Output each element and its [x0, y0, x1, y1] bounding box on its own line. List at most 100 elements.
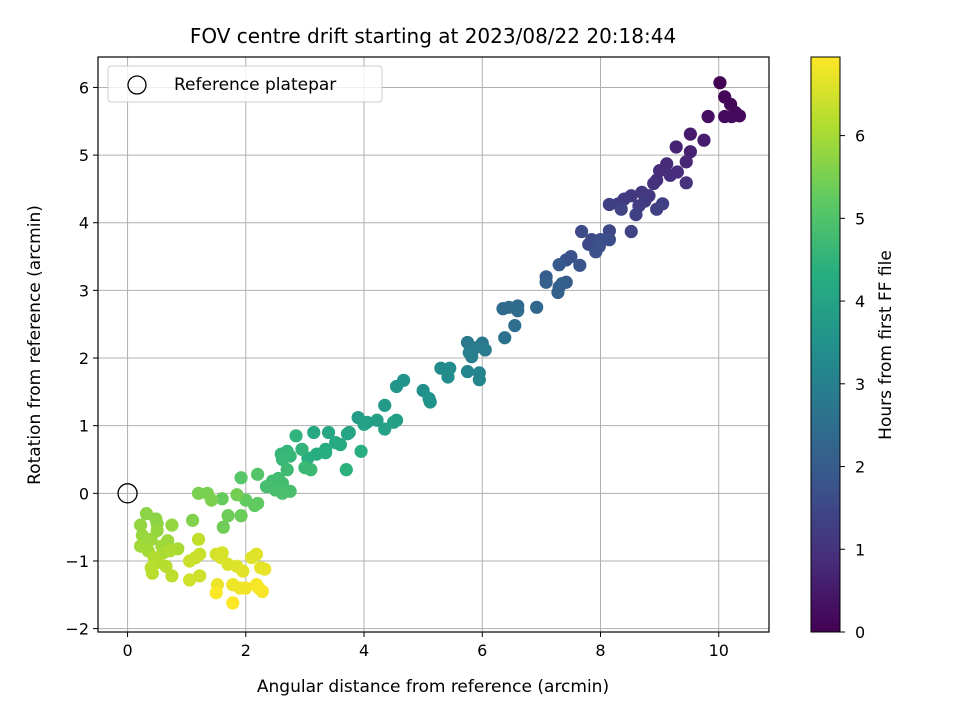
data-point	[185, 513, 200, 527]
data-point	[163, 544, 177, 558]
data-point	[460, 364, 475, 379]
data-point	[234, 471, 248, 485]
plot-frame	[97, 56, 770, 633]
data-point	[204, 493, 219, 507]
data-point	[370, 413, 384, 427]
data-point	[340, 427, 355, 441]
data-point	[378, 398, 392, 412]
grid-lines	[98, 57, 769, 632]
data-point	[289, 429, 303, 443]
y-tick-label: 6	[79, 78, 89, 97]
data-point	[573, 258, 587, 272]
data-point	[321, 425, 336, 440]
data-point	[602, 233, 616, 247]
data-point	[683, 127, 697, 141]
legend-marker-icon	[127, 75, 147, 95]
y-tick-label: 5	[79, 146, 89, 165]
data-point	[191, 532, 206, 546]
colorbar-tick-label: 4	[855, 292, 865, 311]
data-point	[258, 562, 272, 576]
data-point	[183, 554, 197, 568]
data-point	[679, 176, 693, 190]
data-point	[725, 109, 739, 124]
data-point	[574, 224, 589, 239]
data-point	[251, 467, 265, 481]
legend-box	[107, 65, 383, 103]
data-point	[275, 452, 290, 467]
data-point	[193, 547, 207, 561]
data-point	[465, 350, 479, 364]
reference-point	[117, 483, 138, 504]
data-point	[239, 581, 253, 595]
colorbar-ticks: 0 1 2 3 4 5 6	[840, 127, 865, 642]
data-point	[647, 176, 661, 191]
data-point	[249, 547, 264, 561]
data-point	[669, 140, 683, 154]
data-point	[589, 245, 603, 259]
data-point	[378, 422, 392, 436]
colorbar-gradient	[810, 56, 841, 633]
data-point	[511, 304, 525, 318]
colorbar-tick-label: 6	[855, 127, 865, 146]
colorbar-tick-label: 0	[855, 623, 865, 642]
data-point	[144, 532, 158, 546]
x-axis-ticks: 0 2 4 6 8 10	[122, 632, 729, 660]
data-point	[539, 275, 553, 289]
data-point	[230, 488, 244, 502]
data-point	[295, 442, 309, 456]
legend-entry-label: Reference platepar	[174, 75, 336, 95]
data-point	[530, 300, 544, 314]
colorbar-tick-label: 1	[855, 540, 865, 559]
data-point	[236, 564, 250, 578]
data-point	[496, 302, 510, 316]
data-point	[226, 596, 240, 610]
data-point	[165, 569, 179, 583]
y-tick-label: −2	[65, 620, 89, 639]
data-point	[552, 258, 566, 272]
data-point	[307, 425, 321, 440]
colorbar: 0 1 2 3 4 5 6 Hours from first FF file	[810, 56, 896, 642]
data-point	[650, 202, 664, 216]
legend: Reference platepar	[107, 65, 383, 103]
data-point	[183, 573, 197, 587]
data-point	[319, 446, 333, 460]
y-tick-label: 3	[79, 281, 89, 300]
data-point	[679, 155, 693, 169]
data-point	[234, 509, 248, 523]
y-tick-label: −1	[65, 552, 89, 571]
x-tick-label: 6	[477, 641, 487, 660]
data-point	[478, 343, 492, 357]
data-point	[255, 584, 269, 599]
data-point	[354, 444, 368, 458]
data-point	[508, 318, 522, 333]
data-point	[133, 518, 148, 532]
colorbar-tick-label: 3	[855, 375, 865, 394]
data-point	[629, 208, 643, 222]
x-tick-label: 8	[595, 641, 605, 660]
data-point	[663, 168, 677, 182]
data-point	[209, 586, 223, 600]
x-tick-label: 4	[359, 641, 369, 660]
data-point	[472, 373, 486, 387]
data-point	[498, 331, 512, 345]
data-point	[434, 361, 448, 375]
data-point	[159, 559, 173, 573]
data-point	[697, 133, 711, 147]
data-point	[275, 486, 290, 500]
x-tick-label: 10	[709, 641, 729, 660]
data-point	[441, 370, 455, 384]
y-tick-label: 4	[79, 214, 89, 233]
data-point	[280, 463, 294, 477]
data-point	[193, 569, 207, 583]
data-point	[221, 509, 235, 523]
data-points	[133, 76, 747, 610]
data-point	[701, 109, 715, 124]
data-point	[165, 518, 179, 532]
y-axis-ticks: −2 −1 0 1 2 3 4 5 6	[65, 78, 98, 639]
data-point	[683, 145, 697, 159]
y-tick-label: 2	[79, 349, 89, 368]
data-point	[216, 520, 230, 534]
reference-marker	[117, 483, 138, 504]
data-point	[624, 224, 638, 239]
